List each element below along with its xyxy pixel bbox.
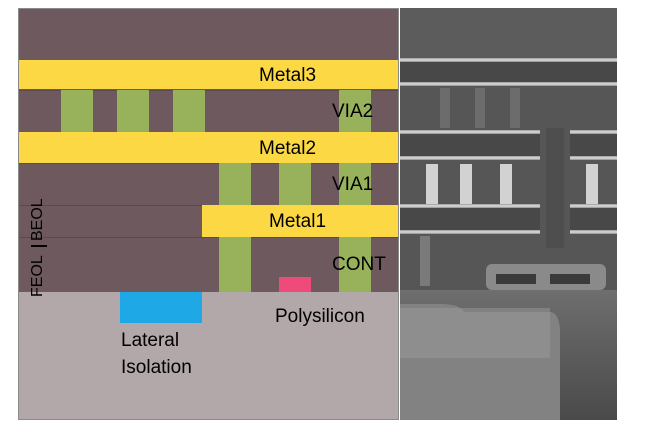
metal1-layer — [202, 205, 398, 237]
polysilicon-gate — [279, 277, 311, 292]
lateral-isolation-block — [120, 292, 202, 323]
via2-block — [61, 90, 93, 132]
via1-block — [279, 163, 311, 205]
layer-separator — [19, 90, 398, 91]
cont-block — [339, 237, 371, 292]
beol-label: BEOL — [29, 198, 46, 241]
metal3-layer — [19, 60, 398, 89]
metal3-label: Metal3 — [259, 65, 317, 86]
polysilicon-label: Polysilicon — [275, 306, 365, 327]
cont-block — [219, 237, 251, 292]
layer-separator — [19, 163, 398, 164]
sem-image — [400, 8, 617, 420]
schematic-panel: Metal3 VIA2 Metal2 VIA1 Metal1 CONT Poly… — [18, 8, 399, 420]
beol-feol-divider — [31, 245, 47, 247]
layer-separator — [19, 237, 398, 238]
via1-label: VIA1 — [332, 174, 374, 195]
metal2-label: Metal2 — [259, 138, 317, 159]
substrate — [19, 292, 398, 419]
via2-block — [339, 90, 371, 132]
via2-label: VIA2 — [332, 101, 374, 122]
cont-label: CONT — [332, 254, 386, 275]
via1-block — [219, 163, 251, 205]
metal2-layer — [19, 132, 398, 163]
metal1-label: Metal1 — [269, 211, 327, 232]
feol-label: FEOL — [29, 255, 46, 297]
sem-micrograph — [400, 8, 617, 420]
via2-block — [173, 90, 205, 132]
lateral-isolation-label-line2: Isolation — [121, 357, 192, 378]
via2-block — [117, 90, 149, 132]
lateral-isolation-label-line1: Lateral — [121, 330, 180, 351]
via1-block — [339, 163, 371, 205]
